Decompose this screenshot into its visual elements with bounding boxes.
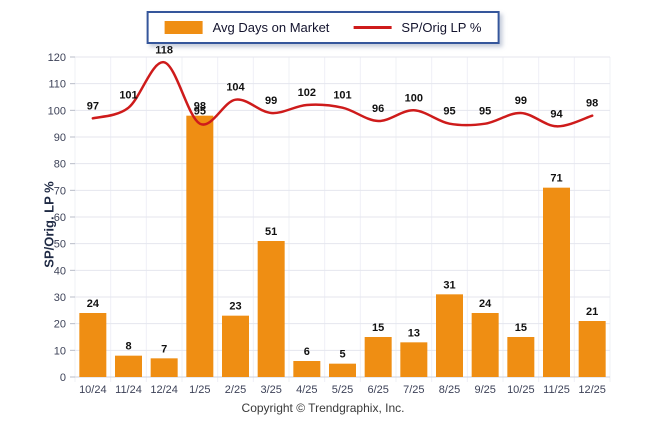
line-series-label: SP/Orig LP % <box>401 20 482 35</box>
bar <box>507 337 535 377</box>
y-tick-label: 20 <box>54 319 66 331</box>
x-tick-label: 1/25 <box>189 384 210 396</box>
line-series-swatch-icon <box>353 26 392 29</box>
line-value-label: 97 <box>87 100 99 112</box>
bar <box>578 321 606 377</box>
y-tick-label: 100 <box>48 105 66 117</box>
bar <box>436 294 463 377</box>
bar <box>543 187 570 377</box>
line-value-label: 95 <box>194 106 206 118</box>
y-tick-label: 10 <box>54 345 66 357</box>
bar-value-label: 8 <box>125 341 131 353</box>
bar <box>293 361 321 377</box>
x-tick-label: 8/25 <box>439 384 460 396</box>
bar-series-label: Avg Days on Market <box>212 20 330 35</box>
x-tick-label: 3/25 <box>260 384 281 396</box>
bar-value-label: 7 <box>161 343 167 355</box>
line-value-label: 95 <box>443 106 455 118</box>
y-tick-label: 50 <box>54 239 66 251</box>
bar <box>364 337 392 377</box>
line-value-label: 96 <box>372 103 384 115</box>
y-tick-label: 0 <box>60 372 66 384</box>
copyright-text: Copyright © Trendgraphix, Inc. <box>241 401 405 415</box>
bar-value-label: 51 <box>265 226 277 238</box>
x-tick-label: 6/25 <box>367 384 388 396</box>
bar <box>222 315 249 377</box>
line-value-label: 95 <box>479 106 491 118</box>
bar <box>186 115 214 378</box>
x-tick-label: 10/24 <box>79 384 107 396</box>
x-tick-label: 11/25 <box>543 384 570 396</box>
trend-line <box>91 61 594 128</box>
y-tick-label: 30 <box>54 292 66 304</box>
y-tick-label: 60 <box>54 212 66 224</box>
x-tick-label: 12/25 <box>578 384 606 396</box>
line-value-label: 104 <box>226 82 245 94</box>
y-tick-label: 40 <box>54 265 66 277</box>
bar-value-label: 98 <box>194 101 206 113</box>
x-tick-label: 12/24 <box>150 384 178 396</box>
line-value-label: 94 <box>550 108 563 120</box>
line-value-label: 99 <box>265 95 277 107</box>
y-tick-label: 90 <box>54 132 66 144</box>
x-tick-label: 9/25 <box>474 384 495 396</box>
bar <box>329 363 356 377</box>
x-tick-label: 11/24 <box>115 384 142 396</box>
bar-value-label: 24 <box>479 298 492 310</box>
y-tick-label: 70 <box>54 185 66 197</box>
bar-value-label: 23 <box>229 301 241 313</box>
bar <box>150 358 178 377</box>
line-value-label: 102 <box>298 87 316 99</box>
bar-value-label: 6 <box>304 346 310 358</box>
bar <box>79 313 107 377</box>
x-tick-label: 4/25 <box>296 384 317 396</box>
bar-value-label: 21 <box>586 306 598 318</box>
x-tick-label: 10/25 <box>507 384 535 396</box>
x-tick-label: 2/25 <box>225 384 246 396</box>
bar-value-label: 71 <box>550 173 562 185</box>
bar <box>400 342 428 377</box>
y-tick-label: 80 <box>54 159 66 171</box>
bar <box>257 241 285 377</box>
line-value-label: 118 <box>155 44 173 56</box>
bar-value-label: 15 <box>515 322 527 334</box>
line-value-label: 99 <box>515 95 527 107</box>
bar-series-swatch-icon <box>164 21 203 34</box>
chart-legend: Avg Days on Market SP/Orig LP % <box>146 11 500 44</box>
bar-value-label: 24 <box>87 298 100 310</box>
bar-value-label: 31 <box>443 279 455 291</box>
line-value-label: 101 <box>333 90 351 102</box>
x-tick-label: 5/25 <box>332 384 353 396</box>
y-tick-label: 120 <box>48 52 66 64</box>
y-tick-label: 110 <box>48 79 66 91</box>
x-tick-label: 7/25 <box>403 384 424 396</box>
line-value-label: 98 <box>586 98 598 110</box>
bar-value-label: 15 <box>372 322 384 334</box>
bar <box>471 313 499 377</box>
y-axis-title: SP/Orig. LP % <box>41 181 57 268</box>
bar-value-label: 5 <box>339 349 345 361</box>
line-value-label: 100 <box>405 92 423 104</box>
bar <box>115 355 142 377</box>
bar-value-label: 13 <box>408 327 420 339</box>
line-value-label: 101 <box>119 90 137 102</box>
